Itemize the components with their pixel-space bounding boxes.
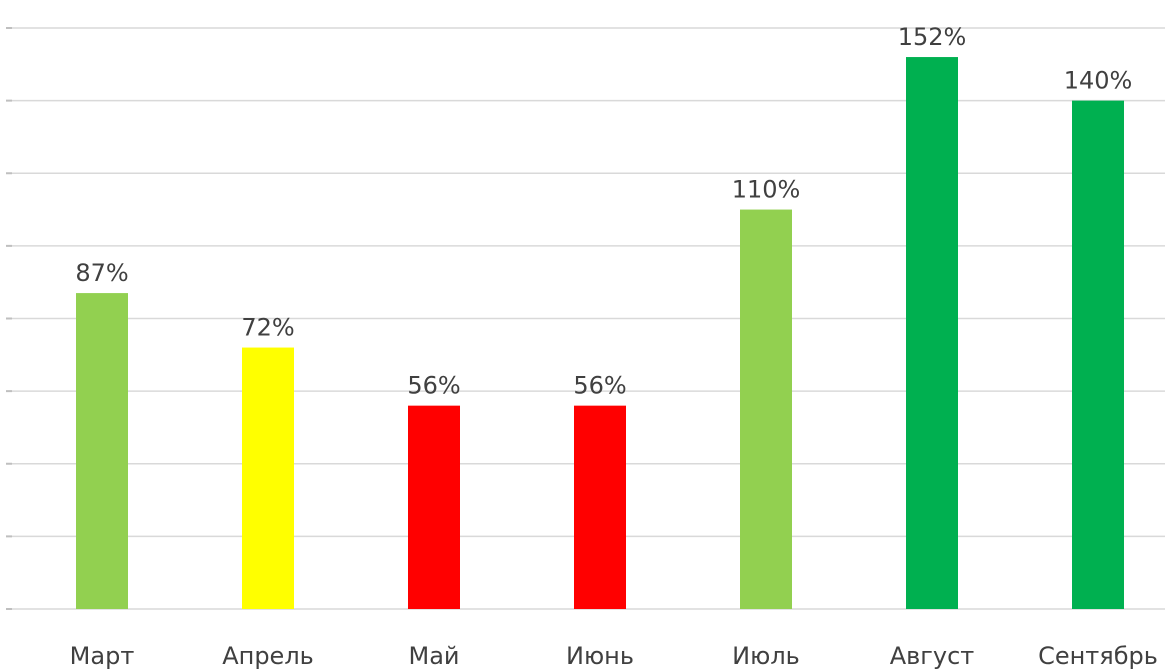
category-label-3: Май: [408, 642, 459, 670]
data-label-6: 152%: [898, 23, 967, 51]
data-label-4: 56%: [573, 372, 626, 400]
category-label-2: Апрель: [222, 642, 314, 670]
category-labels: Март Апрель Май Июнь Июль Август Сентябрь: [70, 642, 1158, 670]
bar-2: [242, 347, 294, 609]
bar-1: [76, 293, 128, 609]
data-label-1: 87%: [75, 259, 128, 287]
category-label-1: Март: [70, 642, 135, 670]
bar-5: [740, 209, 792, 609]
bars: [76, 57, 1124, 610]
category-label-5: Июль: [732, 642, 800, 670]
data-labels: 87% 72% 56% 56% 110% 152% 140%: [75, 23, 1132, 400]
bar-7: [1072, 100, 1124, 609]
data-label-7: 140%: [1064, 67, 1133, 95]
bar-4: [574, 405, 626, 609]
bar-3: [408, 405, 460, 609]
category-label-7: Сентябрь: [1038, 642, 1158, 670]
category-label-4: Июнь: [566, 642, 634, 670]
data-label-3: 56%: [407, 372, 460, 400]
data-label-5: 110%: [732, 176, 801, 204]
bar-6: [906, 57, 958, 610]
data-label-2: 72%: [241, 314, 294, 342]
category-label-6: Август: [890, 642, 975, 670]
